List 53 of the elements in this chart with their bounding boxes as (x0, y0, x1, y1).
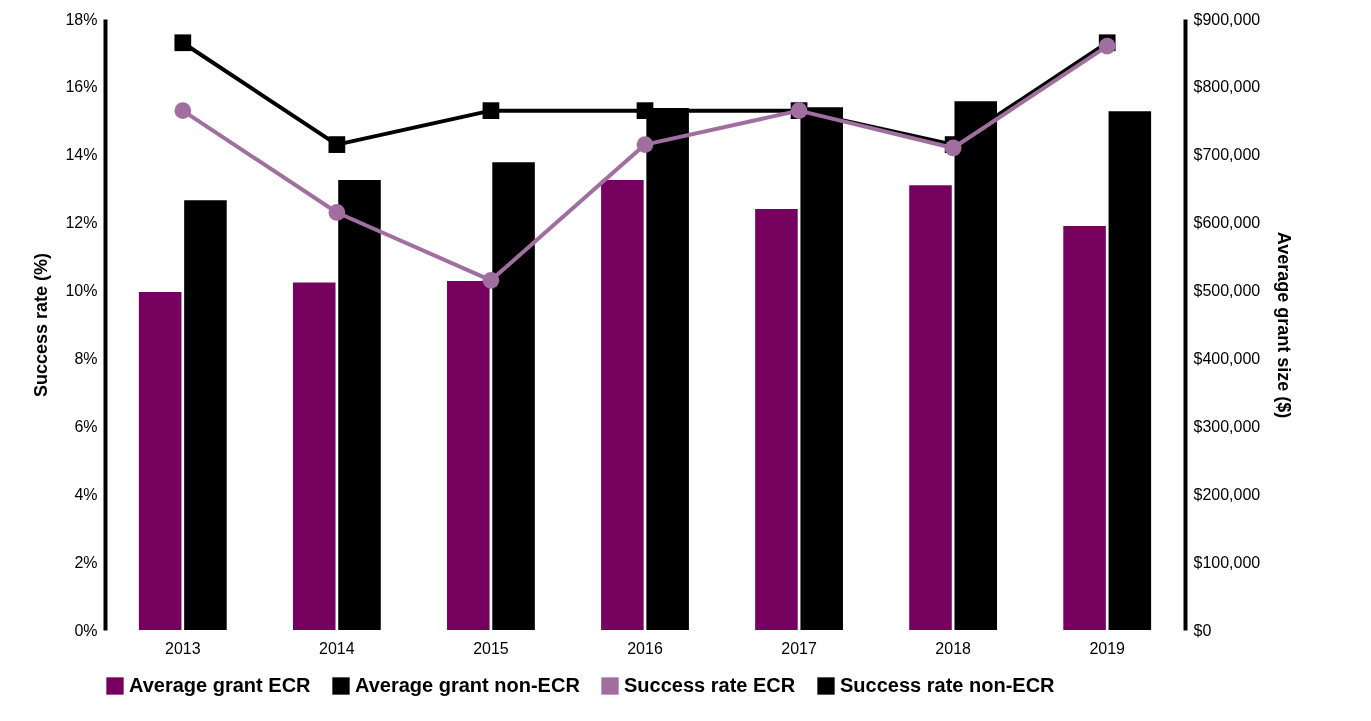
bar (184, 200, 227, 630)
bar (292, 282, 336, 630)
y2-tick-label: $400,000 (1193, 349, 1261, 367)
point (328, 204, 346, 221)
bar (601, 179, 644, 630)
point (328, 136, 346, 153)
point (944, 139, 962, 157)
bar (338, 179, 381, 630)
y-tick-label: 0% (74, 621, 98, 639)
y2-tick-label: $600,000 (1193, 214, 1261, 232)
y-tick-label: 12% (65, 214, 98, 232)
y2-axis-title: Average grant size ($) (1274, 231, 1295, 419)
point (636, 102, 654, 120)
y-tick-label: 8% (74, 349, 98, 367)
point (482, 272, 500, 289)
y2-tick-label: $0 (1193, 621, 1212, 639)
y2-tick-label: $700,000 (1193, 146, 1261, 164)
y-tick-label: 16% (65, 78, 98, 96)
bar (755, 209, 798, 630)
bar (1063, 226, 1106, 630)
y2-tick-label: $500,000 (1193, 282, 1261, 300)
bar (138, 291, 182, 630)
bar (909, 185, 952, 630)
y2-tick-label: $300,000 (1193, 417, 1261, 435)
y-axis-title: Success rate (%) (31, 252, 52, 398)
legend-label: Success rate non-ECR (840, 674, 1056, 696)
x-tick-label: 2015 (473, 639, 509, 657)
legend-label: Success rate ECR (624, 674, 796, 696)
y-tick-label: 2% (74, 553, 98, 571)
y2-tick-label: $100,000 (1193, 553, 1261, 571)
x-tick-label: 2013 (165, 639, 201, 657)
x-tick-label: 2014 (319, 639, 355, 657)
y-tick-label: 4% (74, 485, 98, 503)
y2-tick-label: $900,000 (1193, 10, 1261, 28)
point (174, 102, 192, 119)
y-tick-label: 18% (65, 10, 98, 28)
x-tick-label: 2016 (627, 639, 663, 657)
y-tick-label: 14% (65, 146, 98, 164)
y2-tick-label: $200,000 (1193, 485, 1261, 503)
y-tick-label: 10% (65, 282, 98, 300)
bar (1108, 111, 1152, 630)
legend-label: Average grant ECR (129, 674, 312, 696)
point (482, 102, 500, 120)
legend-label: Average grant non-ECR (355, 674, 581, 696)
y-tick-label: 6% (74, 417, 98, 435)
bar (447, 281, 490, 630)
x-tick-label: 2019 (1089, 639, 1126, 657)
y2-tick-label: $800,000 (1193, 78, 1261, 96)
x-tick-label: 2017 (781, 639, 817, 657)
point (174, 34, 192, 52)
point (636, 136, 654, 153)
bar (492, 162, 535, 630)
x-tick-label: 2018 (935, 639, 972, 657)
